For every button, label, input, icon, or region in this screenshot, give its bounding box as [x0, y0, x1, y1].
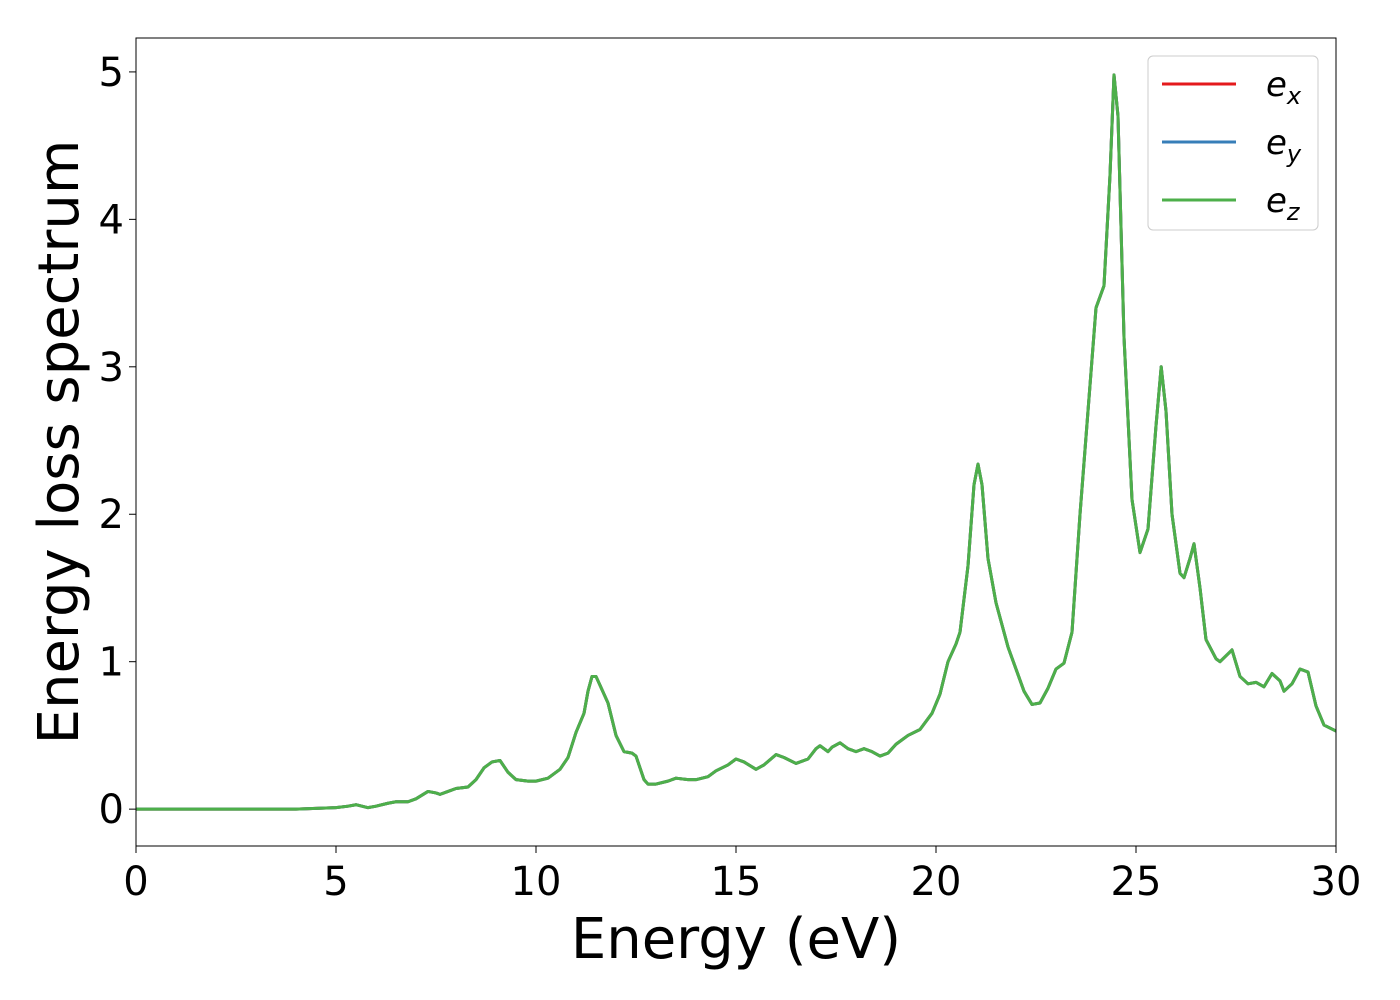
legend-label: ey [1266, 123, 1302, 168]
legend-label: ez [1266, 181, 1301, 226]
y-tick-label: 3 [99, 345, 124, 391]
y-tick-label: 2 [99, 492, 124, 538]
y-tick-label: 0 [99, 787, 124, 833]
x-tick-label: 30 [1311, 859, 1362, 905]
x-tick-label: 5 [323, 859, 348, 905]
x-tick-label: 0 [123, 859, 148, 905]
x-tick-label: 15 [711, 859, 762, 905]
y-tick-label: 5 [99, 50, 124, 96]
x-axis-label: Energy (eV) [571, 907, 901, 972]
x-tick-label: 20 [911, 859, 962, 905]
legend-label: ex [1266, 65, 1302, 110]
y-tick-label: 4 [99, 197, 124, 243]
y-axis-label: Energy loss spectrum [27, 140, 92, 745]
y-tick-label: 1 [99, 640, 124, 686]
series-line [136, 73, 1336, 811]
plot-frame [135, 37, 1337, 847]
x-tick-label: 25 [1111, 859, 1162, 905]
x-tick-label: 10 [511, 859, 562, 905]
